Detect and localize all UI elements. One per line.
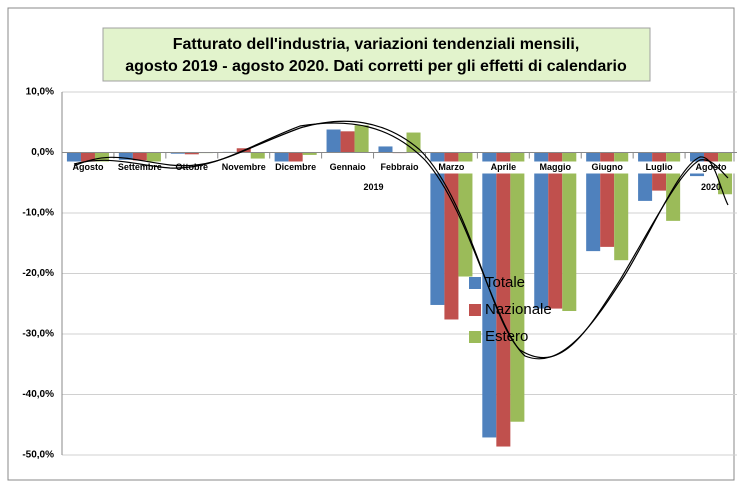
x-label-bg	[62, 161, 113, 174]
y-tick-label: 0,0%	[31, 147, 54, 158]
bar	[430, 152, 445, 305]
bar	[614, 152, 629, 261]
x-tick-label: Giugno	[591, 162, 623, 172]
x-tick-label: Agosto	[72, 162, 103, 172]
bar	[170, 152, 185, 154]
x-label-bg	[114, 161, 165, 174]
legend-swatch	[469, 304, 481, 316]
bar	[638, 152, 653, 201]
bar	[600, 152, 615, 247]
bar	[378, 146, 393, 153]
x-tick-label: Febbraio	[380, 162, 419, 172]
x-tick-label: Settembre	[118, 162, 162, 172]
x-label-bg	[530, 161, 581, 174]
bar	[302, 152, 317, 155]
trend-line	[73, 122, 729, 360]
bar	[118, 152, 133, 160]
legend-swatch	[469, 277, 481, 289]
y-tick-label: -20,0%	[22, 268, 54, 279]
x-label-bg	[426, 161, 477, 174]
x-tick-label: Luglio	[646, 162, 673, 172]
x-label-bg	[374, 161, 425, 174]
bar	[274, 152, 289, 162]
trend-line	[73, 120, 729, 359]
bar	[184, 152, 199, 155]
bar	[534, 152, 549, 309]
bar	[482, 152, 497, 438]
y-tick-label: -30,0%	[22, 329, 54, 340]
bar	[326, 129, 341, 153]
x-tick-label: Maggio	[540, 162, 572, 172]
legend-swatch	[469, 331, 481, 343]
legend-label: Nazionale	[485, 301, 552, 318]
x-tick-label: Agosto	[696, 162, 727, 172]
y-tick-label: -40,0%	[22, 389, 54, 400]
bar	[562, 152, 577, 312]
x-tick-label: Aprile	[491, 162, 517, 172]
y-tick-label: 10,0%	[26, 87, 54, 98]
x-label-bg	[634, 161, 685, 174]
y-tick-label: -50,0%	[22, 450, 54, 461]
x-label-bg	[478, 161, 529, 174]
x-label-bg	[270, 161, 321, 174]
bar	[250, 152, 265, 159]
x-tick-label: Dicembre	[275, 162, 316, 172]
bar	[496, 152, 511, 447]
x-label-bg	[218, 161, 269, 174]
x-tick-label: Gennaio	[330, 162, 367, 172]
bar	[354, 125, 369, 153]
x-tick-label: Novembre	[222, 162, 266, 172]
x-label-bg	[322, 161, 373, 174]
legend-label: Totale	[485, 274, 525, 291]
bar	[444, 152, 459, 320]
year-label: 2020	[701, 182, 721, 192]
bar	[132, 152, 147, 161]
legend-label: Estero	[485, 328, 528, 345]
year-label: 2019	[364, 182, 384, 192]
chart-title: agosto 2019 - agosto 2020. Dati corretti…	[125, 58, 627, 75]
bar	[586, 152, 601, 252]
bar	[510, 152, 525, 422]
x-label-bg	[582, 161, 633, 174]
y-tick-label: -10,0%	[22, 208, 54, 219]
title-box	[102, 27, 651, 82]
x-label-bg	[686, 161, 737, 174]
chart-title: Fatturato dell'industria, variazioni ten…	[173, 36, 580, 53]
bar	[340, 131, 355, 153]
x-tick-label: Marzo	[438, 162, 465, 172]
bar	[548, 152, 563, 309]
bar	[458, 152, 473, 277]
